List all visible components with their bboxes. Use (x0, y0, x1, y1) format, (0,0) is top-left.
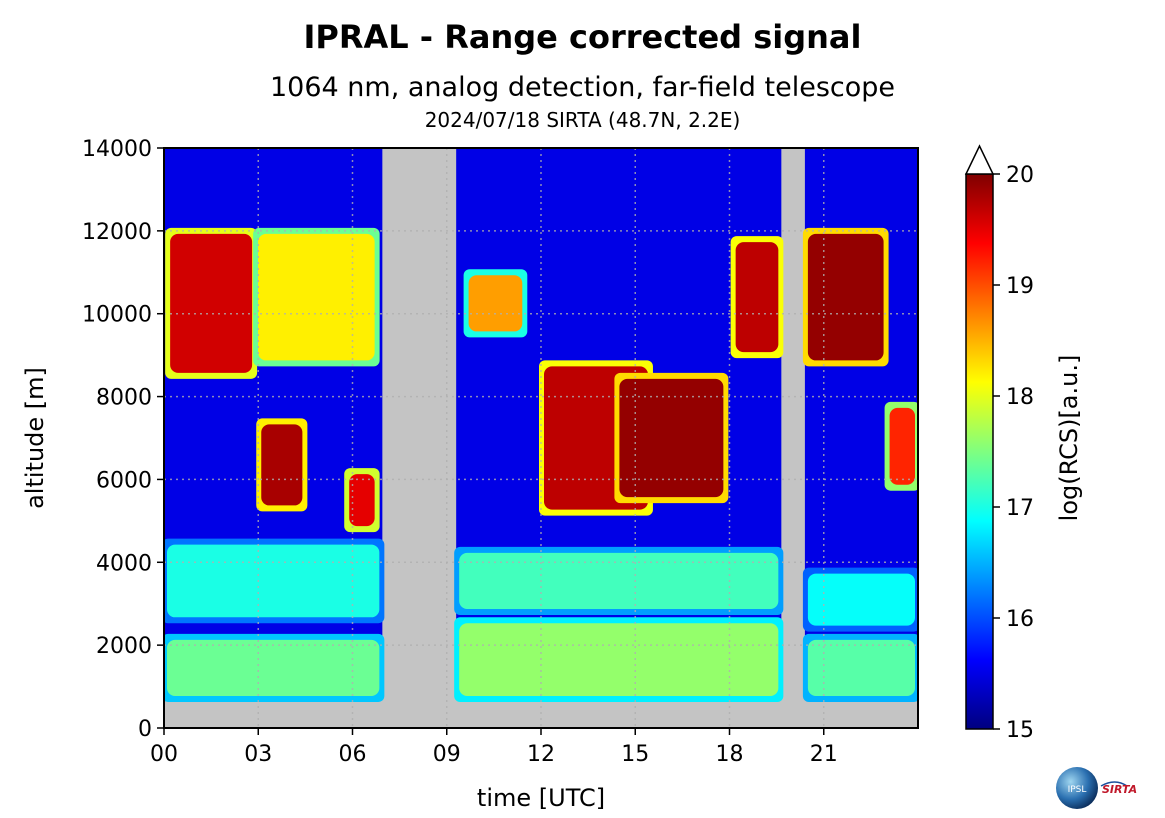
x-tick-label: 06 (339, 742, 367, 767)
colorbar-ticks: 15 16 17 18 19 20 (993, 163, 1034, 743)
y-tick-label: 14000 (82, 137, 152, 162)
layer-cirrus-cloud (258, 233, 375, 361)
layer-boundary-layer (167, 639, 380, 696)
y-tick-label: 4000 (96, 551, 152, 576)
x-tick-label: 21 (810, 742, 838, 767)
x-tick-label: 12 (527, 742, 555, 767)
layer-cloud (619, 378, 724, 498)
layer-cirrus-cloud (170, 233, 253, 373)
y-axis-label: altitude [m] (21, 367, 49, 509)
y-tick-label: 0 (138, 717, 152, 742)
layer-cirrus-cloud (807, 233, 884, 361)
globe-icon (1056, 767, 1098, 809)
layer-cloud (261, 424, 303, 506)
ipsl-logo-text: IPSL (1068, 785, 1087, 795)
layer-residual-layer (807, 573, 915, 626)
colorbar-label: log(RCS)[a.u.] (1055, 355, 1083, 522)
y-axis: 0 2000 4000 6000 8000 10000 12000 14000 (82, 137, 164, 742)
layer-cloud (468, 275, 523, 332)
chart-subtitle: 1064 nm, analog detection, far-field tel… (270, 72, 895, 103)
sirta-logo-text: SIRTA (1102, 783, 1137, 796)
chart-date-location: 2024/07/18 SIRTA (48.7N, 2.2E) (424, 108, 741, 132)
colorbar-extend-arrow (964, 144, 995, 175)
layer-boundary-layer (459, 623, 779, 696)
y-tick-label: 8000 (96, 386, 152, 411)
y-tick-label: 2000 (96, 634, 152, 659)
colorbar-tick-label: 20 (1006, 163, 1034, 188)
layer-cloud (349, 474, 375, 527)
x-tick-label: 03 (244, 742, 272, 767)
layer-cloud (735, 242, 779, 353)
ipsl-sirta-logo: IPSL SIRTA (1055, 766, 1155, 810)
layer-residual-layer (459, 552, 779, 609)
colorbar-tick-label: 15 (1006, 718, 1034, 743)
chart-title: IPRAL - Range corrected signal (303, 18, 862, 56)
x-tick-label: 09 (433, 742, 461, 767)
layer-residual-layer (167, 544, 380, 618)
y-tick-label: 6000 (96, 468, 152, 493)
colorbar-tick-label: 17 (1006, 496, 1034, 521)
layer-cloud (889, 407, 915, 485)
colorbar-gradient (965, 173, 994, 730)
x-axis-label: time [UTC] (477, 784, 605, 812)
colorbar-tick-label: 19 (1006, 274, 1034, 299)
x-axis: 00 03 06 09 12 15 18 21 (150, 728, 838, 767)
colorbar-tick-label: 16 (1006, 607, 1034, 632)
x-tick-label: 00 (150, 742, 178, 767)
x-tick-label: 15 (621, 742, 649, 767)
x-tick-label: 18 (716, 742, 744, 767)
colorbar (964, 144, 995, 730)
layer-boundary-layer (807, 639, 915, 696)
y-tick-label: 10000 (82, 303, 152, 328)
colorbar-tick-label: 18 (1006, 385, 1034, 410)
y-tick-label: 12000 (82, 220, 152, 245)
